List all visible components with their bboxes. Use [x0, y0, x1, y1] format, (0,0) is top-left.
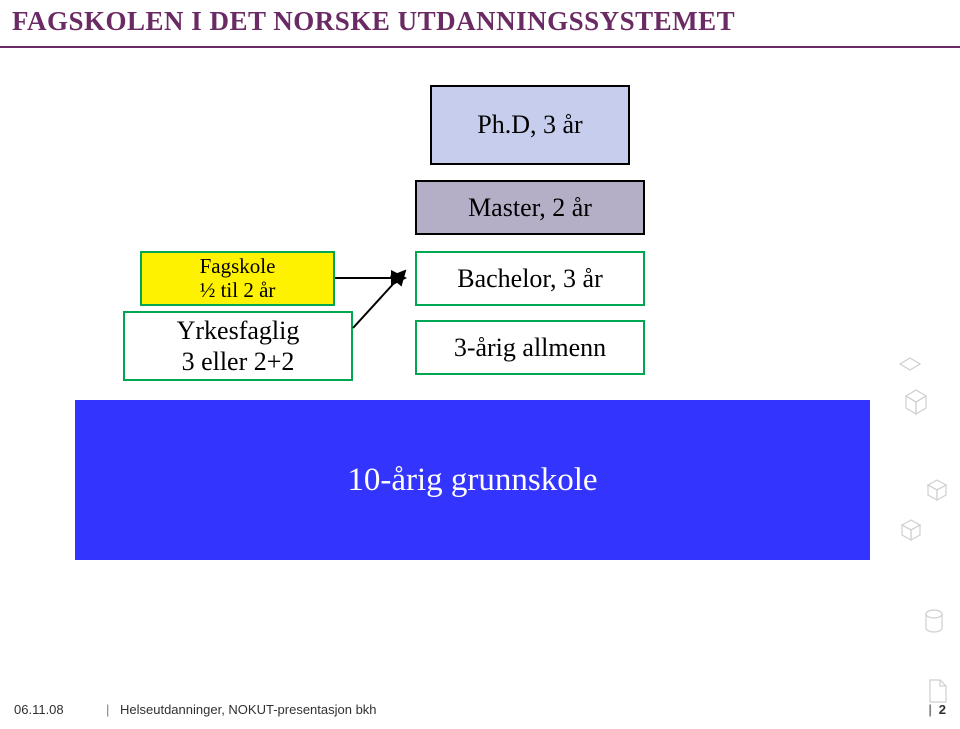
deco-cyl-icon: [926, 610, 942, 632]
title-underline: [0, 46, 960, 48]
box-grunnskole-label: 10-årig grunnskole: [347, 462, 597, 499]
box-fagskole-line1: Fagskole: [200, 255, 276, 278]
box-fagskole: Fagskole ½ til 2 år: [140, 251, 335, 306]
arrow-yrkes-to-bachelor: [353, 271, 405, 328]
box-bachelor-label: Bachelor, 3 år: [457, 264, 603, 294]
page-title: FAGSKOLEN I DET NORSKE UTDANNINGSSYSTEME…: [12, 6, 735, 37]
box-phd: Ph.D, 3 år: [430, 85, 630, 165]
box-bachelor: Bachelor, 3 år: [415, 251, 645, 306]
box-yrkes-inner: Yrkesfaglig 3 eller 2+2: [177, 315, 300, 377]
box-yrkes-line2: 3 eller 2+2: [177, 346, 300, 377]
footer-page: 2: [939, 702, 946, 717]
deco-cube3-icon: [902, 520, 920, 540]
box-allmenn: 3-årig allmenn: [415, 320, 645, 375]
deco-shapes: [894, 350, 954, 710]
box-master-label: Master, 2 år: [468, 193, 592, 223]
deco-page-icon: [930, 680, 946, 702]
box-phd-label: Ph.D, 3 år: [477, 110, 582, 140]
footer-bar-1: |: [106, 702, 109, 717]
box-yrkes-line1: Yrkesfaglig: [177, 315, 300, 346]
footer-date: 06.11.08: [14, 702, 64, 717]
deco-cube-icon: [906, 390, 926, 414]
deco-diamond-icon: [900, 358, 920, 370]
box-yrkes: Yrkesfaglig 3 eller 2+2: [123, 311, 353, 381]
footer-text: Helseutdanninger, NOKUT-presentasjon bkh: [120, 702, 377, 717]
slide: FAGSKOLEN I DET NORSKE UTDANNINGSSYSTEME…: [0, 0, 960, 729]
box-fagskole-inner: Fagskole ½ til 2 år: [200, 255, 276, 301]
deco-cube2-icon: [928, 480, 946, 500]
box-allmenn-label: 3-årig allmenn: [454, 333, 606, 363]
footer-bar-2: |: [928, 702, 932, 717]
box-grunnskole: 10-årig grunnskole: [75, 400, 870, 560]
box-fagskole-line2: ½ til 2 år: [200, 279, 276, 302]
box-master: Master, 2 år: [415, 180, 645, 235]
